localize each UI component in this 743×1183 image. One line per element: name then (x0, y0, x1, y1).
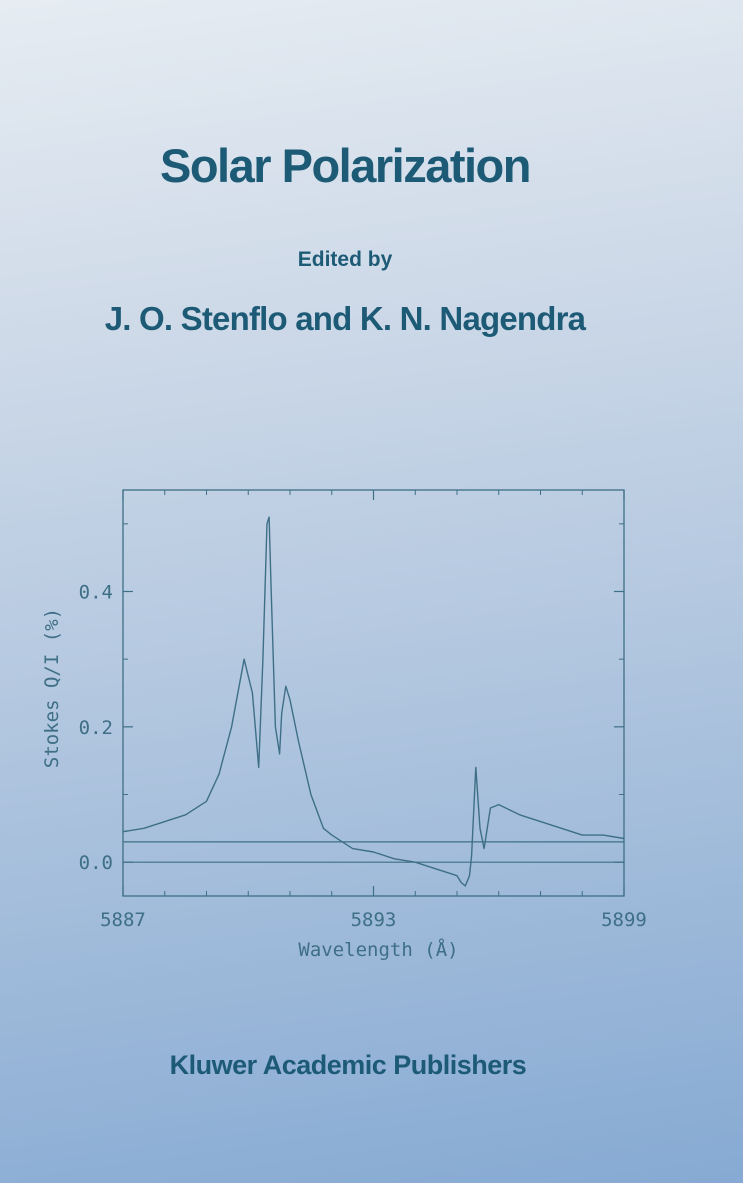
x-tick-label: 5887 (100, 909, 146, 931)
publisher-name: Kluwer Academic Publishers (169, 1050, 527, 1080)
y-tick-label: 0.0 (79, 852, 113, 874)
edited-by-label: Edited by (297, 248, 393, 271)
stokes-q-series-line (122, 516, 625, 887)
y-axis-title: Stokes Q/I (%) (41, 608, 63, 768)
x-tick-label: 5893 (351, 909, 397, 931)
x-axis-title: Wavelength (Å) (298, 938, 458, 961)
book-title: Solar Polarization (160, 139, 531, 192)
x-tick-label: 5899 (601, 909, 647, 931)
plot-frame (122, 489, 625, 897)
y-tick-label: 0.2 (79, 717, 113, 739)
editors-names: J. O. Stenflo and K. N. Nagendra (104, 300, 586, 337)
y-tick-label: 0.4 (79, 582, 113, 604)
